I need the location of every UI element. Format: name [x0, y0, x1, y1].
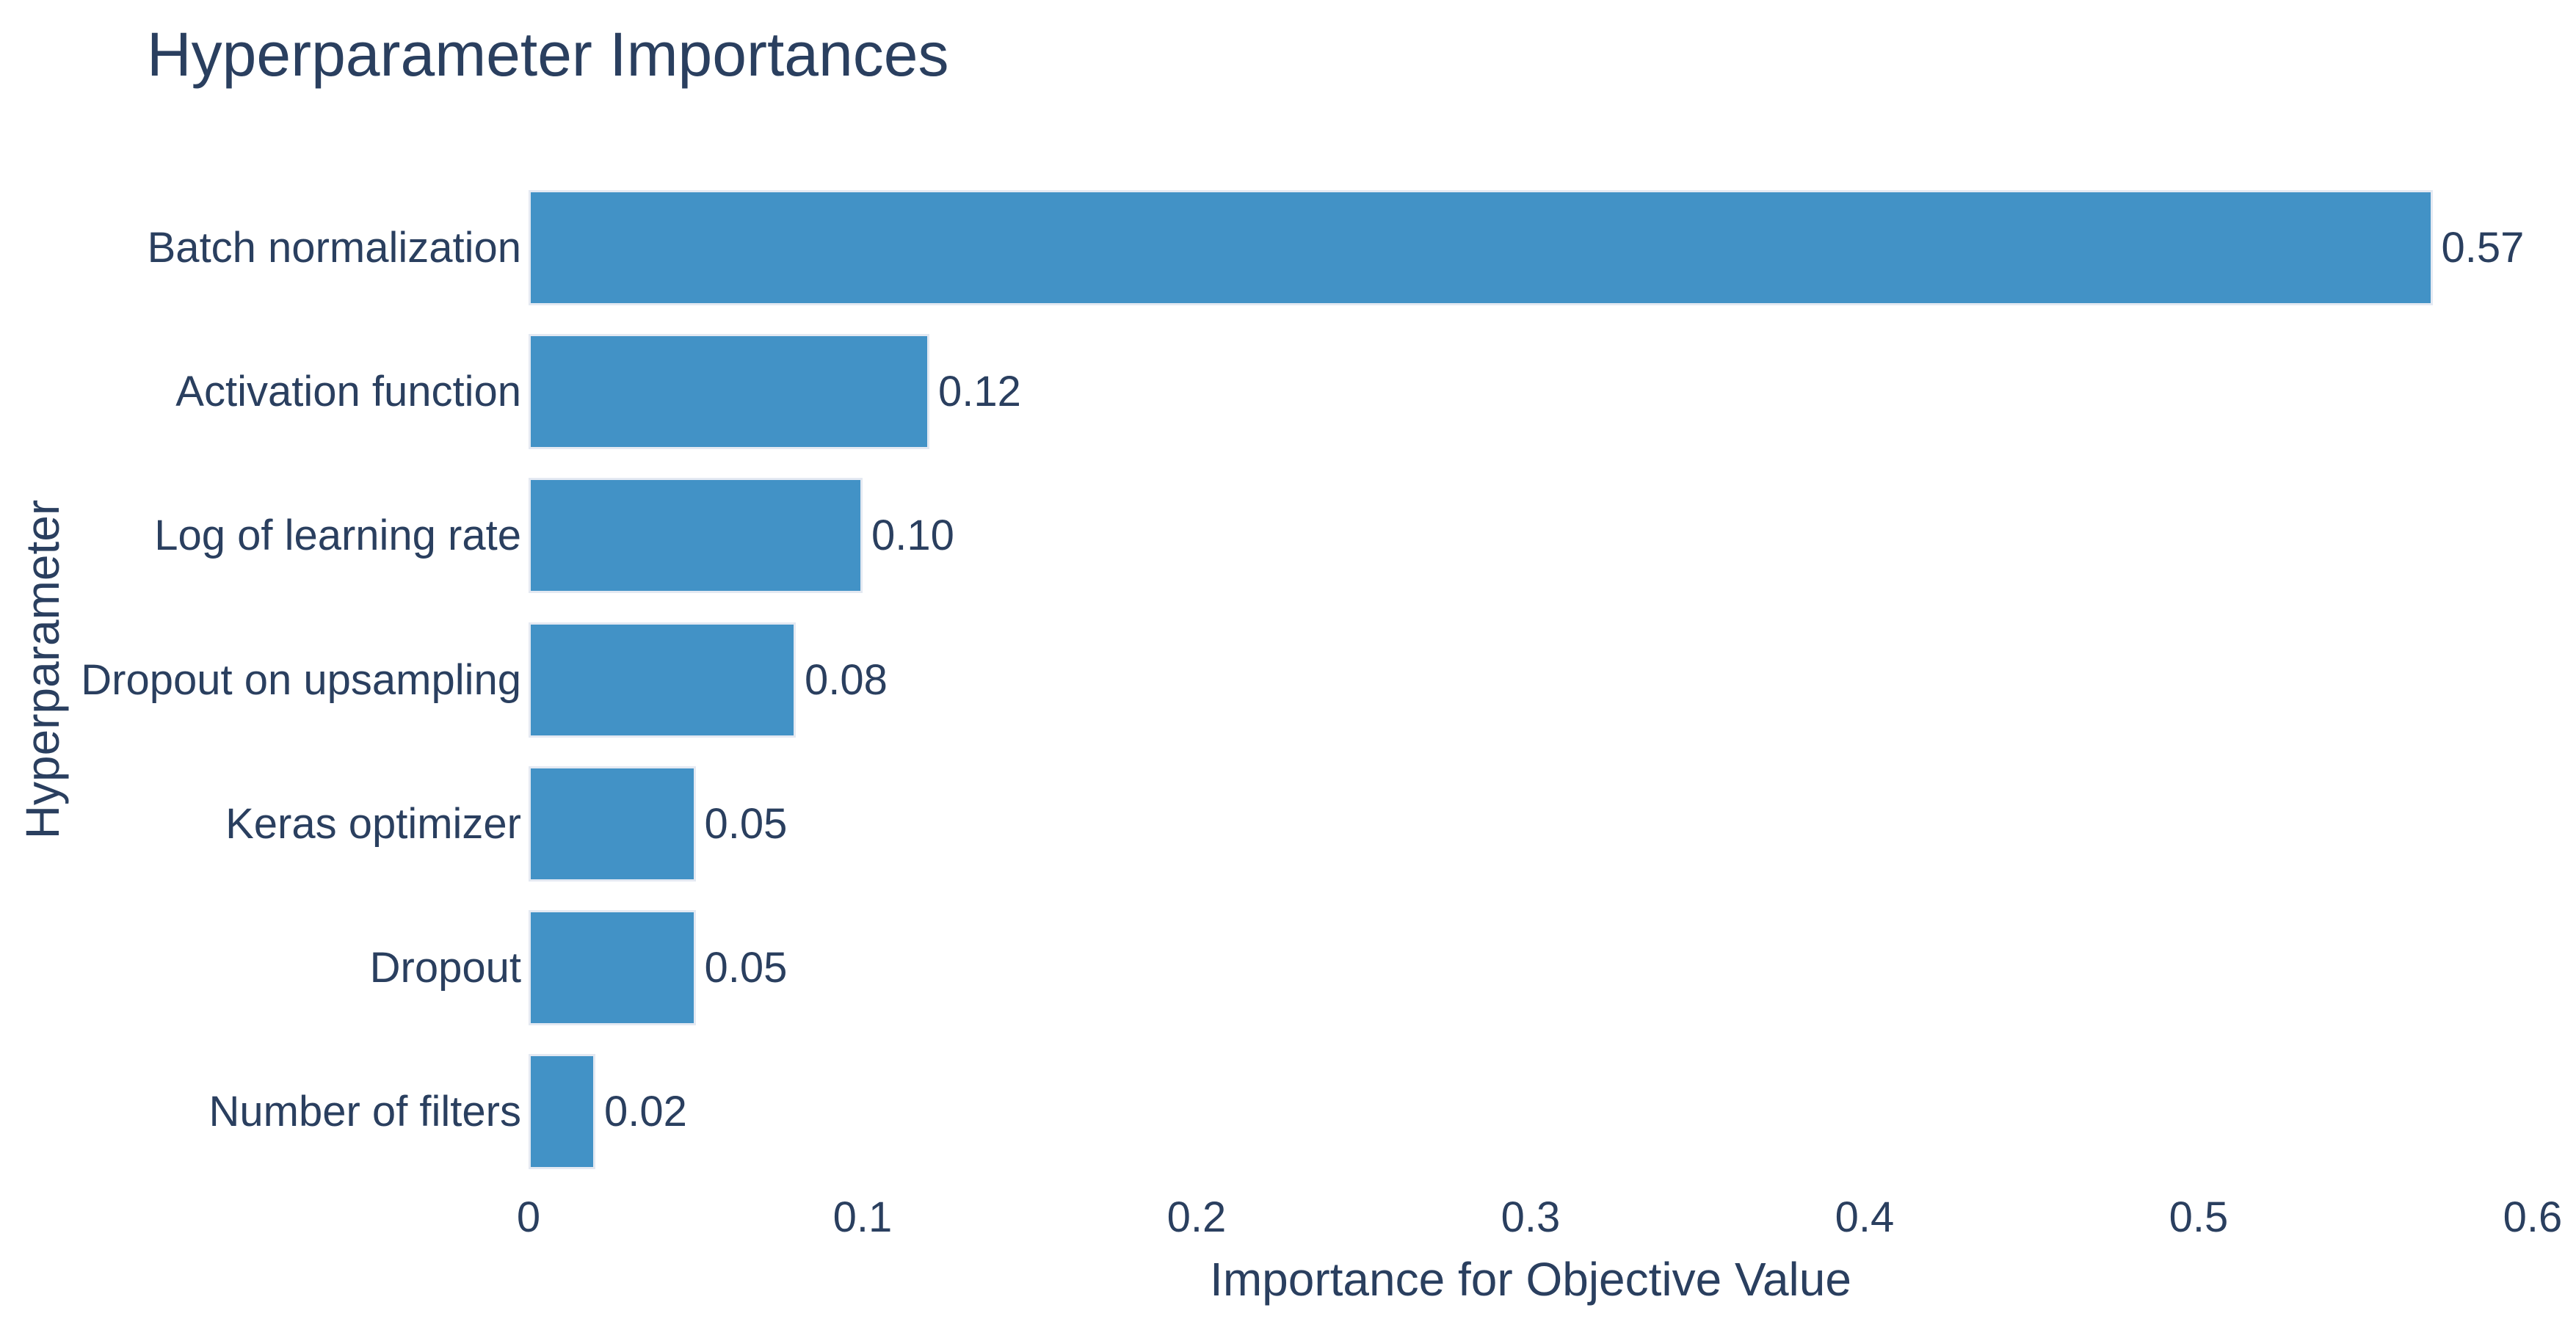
bar-row: Dropout 0.05 [370, 896, 2533, 1040]
bar-row: Activation function 0.12 [175, 319, 2533, 463]
x-tick-label: 0 [516, 1193, 541, 1241]
value-label: 0.05 [704, 944, 788, 992]
value-label: 0.02 [604, 1088, 687, 1136]
category-label: Batch normalization [147, 223, 521, 272]
x-tick-label: 0.1 [832, 1193, 893, 1241]
category-label: Dropout on upsampling [81, 655, 521, 704]
x-axis-title: Importance for Objective Value [1210, 1253, 1851, 1306]
bar-row: Keras optimizer 0.05 [225, 752, 2533, 895]
value-label: 0.08 [805, 655, 888, 704]
category-label: Activation function [175, 367, 521, 415]
x-tick-label: 0.2 [1167, 1193, 1227, 1241]
value-label: 0.10 [871, 512, 954, 560]
category-label: Log of learning rate [154, 512, 521, 560]
importance-bar[interactable] [529, 622, 796, 738]
bar-row: Number of filters 0.02 [209, 1040, 2533, 1184]
category-label: Keras optimizer [225, 799, 521, 848]
importance-bar[interactable] [529, 478, 863, 594]
x-tick-label: 0.6 [2503, 1193, 2563, 1241]
bar-row: Dropout on upsampling 0.08 [81, 608, 2533, 752]
category-label: Number of filters [208, 1088, 521, 1136]
x-tick-label: 0.4 [1835, 1193, 1895, 1241]
importance-bar[interactable] [529, 333, 929, 449]
value-label: 0.05 [704, 799, 788, 848]
category-label: Dropout [369, 944, 521, 992]
importance-bar[interactable] [529, 766, 696, 881]
y-axis-title: Hyperparameter [16, 499, 69, 840]
bar-row: Batch normalization 0.57 [148, 175, 2533, 319]
importance-bar[interactable] [529, 189, 2433, 305]
plot-area[interactable]: Batch normalization 0.57 Activation functi… [81, 175, 2533, 1184]
bar-row: Log of learning rate 0.10 [154, 464, 2533, 608]
x-tick-label: 0.3 [1501, 1193, 1561, 1241]
importance-bar[interactable] [529, 910, 696, 1026]
x-tick-label: 0.5 [2169, 1193, 2229, 1241]
x-axis: 0 0.1 0.2 0.3 0.4 0.5 0.6 [517, 1184, 2562, 1243]
chart-title: Hyperparameter Importances [147, 20, 949, 89]
value-label: 0.57 [2441, 223, 2525, 272]
importance-bar[interactable] [529, 1054, 595, 1170]
value-label: 0.12 [938, 367, 1021, 415]
